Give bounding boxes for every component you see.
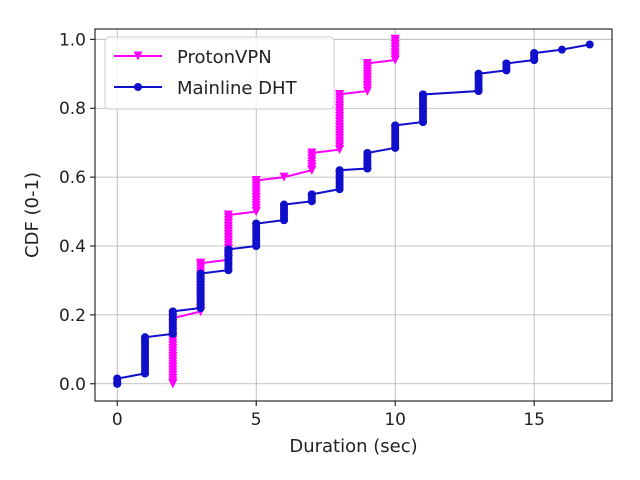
data-point bbox=[390, 55, 400, 65]
data-point bbox=[307, 148, 317, 158]
data-point bbox=[168, 329, 177, 338]
data-point bbox=[196, 304, 205, 312]
data-point bbox=[280, 200, 289, 209]
legend-box bbox=[104, 36, 335, 110]
data-point bbox=[307, 190, 316, 199]
ticks: 0 5 10 15 0.0 0.2 0.4 0.6 0.8 1.0 bbox=[59, 30, 545, 430]
data-point bbox=[530, 56, 539, 64]
x-tick-label: 0 bbox=[112, 410, 123, 430]
data-point bbox=[474, 87, 483, 95]
legend-marker bbox=[133, 51, 143, 61]
x-tick-label: 5 bbox=[251, 410, 262, 430]
data-point bbox=[113, 374, 122, 383]
y-tick-label: 1.0 bbox=[59, 30, 86, 50]
data-point bbox=[585, 40, 594, 49]
data-point bbox=[363, 149, 372, 157]
data-point bbox=[196, 269, 205, 278]
data-point bbox=[362, 86, 372, 96]
data-point bbox=[307, 165, 317, 175]
data-point bbox=[390, 34, 400, 44]
legend-marker bbox=[134, 83, 142, 91]
data-point bbox=[223, 210, 233, 220]
data-point bbox=[530, 49, 539, 58]
legend: ProtonVPN Mainline DHT bbox=[104, 36, 335, 110]
x-tick-label: 15 bbox=[523, 410, 545, 430]
series-protonvpn bbox=[168, 34, 400, 389]
data-point bbox=[168, 307, 177, 316]
data-point bbox=[335, 185, 344, 194]
data-point bbox=[280, 216, 289, 225]
data-point bbox=[335, 145, 345, 155]
data-point bbox=[279, 172, 289, 182]
data-point bbox=[335, 89, 345, 99]
data-point bbox=[391, 143, 400, 152]
y-axis-label: CDF (0-1) bbox=[22, 172, 43, 258]
data-point bbox=[474, 69, 483, 78]
y-tick-label: 0.2 bbox=[59, 306, 86, 326]
x-axis-label: Duration (sec) bbox=[289, 436, 417, 457]
data-point bbox=[418, 118, 427, 126]
data-point bbox=[251, 207, 261, 217]
series-layer bbox=[113, 34, 594, 389]
data-point bbox=[557, 45, 566, 54]
series-mainline-dht bbox=[113, 40, 594, 388]
data-point bbox=[224, 245, 233, 254]
legend-entry-label: Mainline DHT bbox=[177, 78, 298, 99]
data-point bbox=[362, 58, 372, 68]
y-tick-label: 0.4 bbox=[59, 237, 86, 257]
data-point bbox=[391, 121, 400, 130]
data-point bbox=[252, 219, 261, 228]
data-point bbox=[251, 176, 261, 186]
data-point bbox=[307, 197, 316, 206]
y-tick-label: 0.8 bbox=[59, 99, 86, 119]
data-point bbox=[252, 242, 261, 250]
y-tick-label: 0.0 bbox=[59, 375, 86, 395]
data-point bbox=[418, 90, 427, 99]
plot-frame bbox=[94, 28, 613, 402]
series-line bbox=[116, 43, 590, 384]
data-point bbox=[502, 66, 511, 75]
data-point bbox=[196, 258, 206, 268]
y-tick-label: 0.6 bbox=[59, 168, 86, 188]
data-point bbox=[141, 333, 150, 342]
legend-entry-label: ProtonVPN bbox=[177, 47, 272, 68]
data-point bbox=[168, 379, 178, 389]
data-point bbox=[363, 164, 372, 173]
data-point bbox=[335, 166, 344, 175]
x-tick-label: 10 bbox=[384, 410, 406, 430]
data-point bbox=[224, 266, 233, 275]
data-point bbox=[502, 59, 511, 68]
data-point bbox=[141, 369, 150, 378]
